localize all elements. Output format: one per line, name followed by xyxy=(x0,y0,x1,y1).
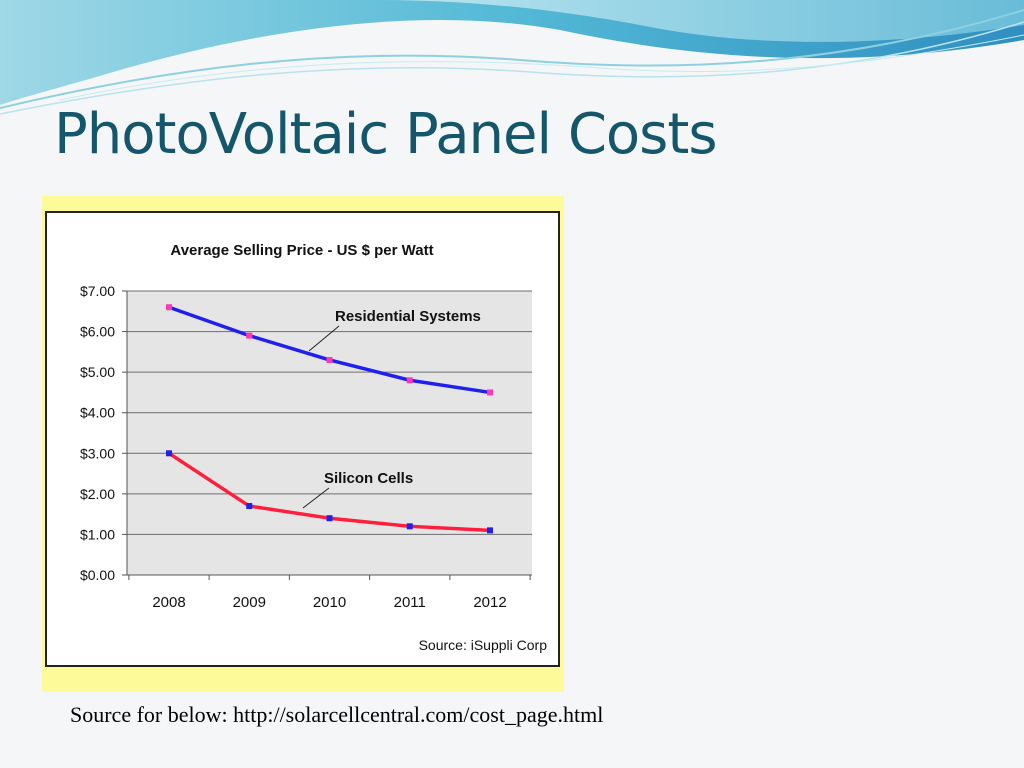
y-tick-label: $3.00 xyxy=(80,445,115,461)
residential-data-point xyxy=(326,356,333,363)
chart-image-frame: Average Selling Price - US $ per Watt $0… xyxy=(42,196,564,692)
x-tick-label: 2011 xyxy=(394,594,426,611)
x-tick-label: 2012 xyxy=(473,594,506,611)
residential-data-point xyxy=(406,377,413,384)
residential-data-point xyxy=(166,304,172,311)
y-tick-label: $6.00 xyxy=(80,324,115,340)
y-tick-label: $0.00 xyxy=(80,567,115,583)
x-tick-label: 2009 xyxy=(233,594,266,611)
y-tick-label: $1.00 xyxy=(80,526,115,542)
residential-series-label: Residential Systems xyxy=(335,308,481,325)
silicon-data-point xyxy=(406,523,413,530)
silicon-data-point xyxy=(166,450,172,457)
line-chart: Average Selling Price - US $ per Watt $0… xyxy=(80,242,548,653)
chart-title: Average Selling Price - US $ per Watt xyxy=(170,242,433,259)
y-tick-label: $5.00 xyxy=(80,364,115,380)
residential-label-pointer xyxy=(308,325,340,352)
silicon-label-pointer xyxy=(302,487,330,509)
silicon-data-point xyxy=(326,515,333,522)
residential-data-point xyxy=(246,332,253,339)
x-tick-label: 2010 xyxy=(313,594,346,611)
series-labels: Residential Systems Silicon Cells xyxy=(302,308,481,509)
residential-data-point xyxy=(487,389,493,396)
gridlines xyxy=(127,290,532,535)
y-tick-label: $2.00 xyxy=(80,486,115,502)
x-tick-label: 2008 xyxy=(152,594,185,611)
silicon-series-label: Silicon Cells xyxy=(324,470,413,487)
chart-panel: Average Selling Price - US $ per Watt $0… xyxy=(45,211,560,667)
silicon-data-point xyxy=(487,527,493,534)
slide-title: PhotoVoltaic Panel Costs xyxy=(54,102,717,167)
chart-source-note: Source: iSuppli Corp xyxy=(419,637,548,653)
axes: $0.00 $1.00 $2.00 $3.00 $4.00 $5.00 $6.00 $7.00… xyxy=(80,283,532,611)
silicon-data-point xyxy=(246,503,253,510)
series-lines xyxy=(166,304,493,534)
y-tick-label: $7.00 xyxy=(80,283,115,299)
y-tick-label: $4.00 xyxy=(80,405,115,421)
source-caption: Source for below: http://solarcellcentra… xyxy=(70,702,604,727)
